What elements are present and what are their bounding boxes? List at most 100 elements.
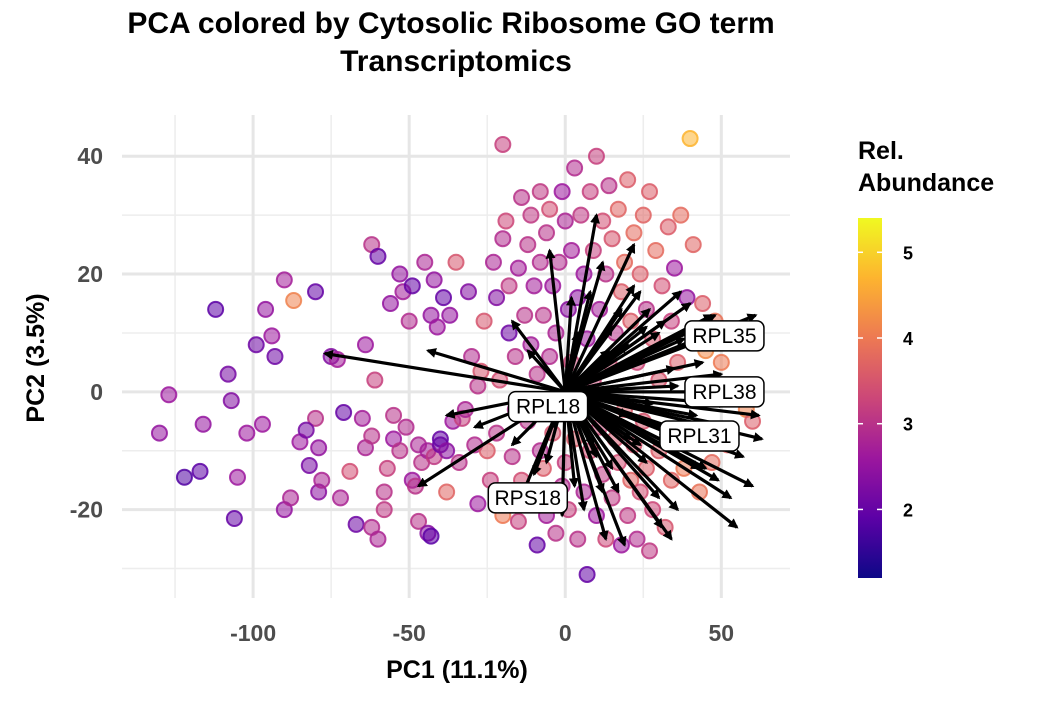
data-point [222, 392, 240, 410]
data-point [441, 306, 459, 324]
data-point [712, 353, 730, 371]
loading-arrow [425, 348, 566, 394]
data-point [391, 265, 409, 283]
chart-subtitle: Transcriptomics [340, 45, 572, 78]
data-point [625, 224, 643, 242]
data-point [266, 348, 284, 365]
data-point [438, 483, 456, 501]
x-tick-label: -50 [393, 620, 426, 646]
data-point [531, 183, 549, 201]
data-point [175, 468, 193, 486]
data-point [341, 462, 359, 480]
data-point [619, 171, 637, 189]
data-point [631, 265, 649, 283]
gene-label-text: RPL38 [692, 381, 756, 404]
data-point [435, 289, 453, 307]
data-point [672, 206, 690, 224]
data-point [619, 507, 637, 525]
y-axis-ticks: -20 0 20 40 [70, 143, 103, 522]
data-point [263, 327, 281, 345]
loading-arrow [563, 295, 576, 392]
loading-arrow [564, 390, 739, 529]
scatter-points [150, 130, 762, 583]
data-point [541, 200, 559, 218]
data-point [528, 536, 546, 554]
data-point [332, 489, 350, 507]
y-tick-label: 20 [77, 261, 103, 287]
data-point [503, 448, 521, 466]
gene-label-box [507, 390, 589, 423]
data-point [459, 283, 477, 301]
data-point [469, 377, 487, 395]
data-point [497, 212, 515, 230]
plot-grid [122, 115, 790, 598]
data-point [297, 421, 315, 439]
data-point [310, 439, 328, 457]
gene-label-box [659, 420, 740, 452]
x-axis-label: PC1 (11.1%) [386, 656, 528, 684]
chart-title: PCA colored by Cytosolic Ribosome GO ter… [127, 7, 774, 40]
data-point [207, 300, 225, 318]
data-point [513, 188, 531, 206]
loading-arrow [564, 390, 733, 500]
data-point [550, 253, 568, 271]
data-point [659, 218, 677, 236]
legend-tick-label: 4 [903, 329, 913, 349]
data-point [391, 442, 409, 460]
data-point [275, 271, 293, 289]
data-point [488, 289, 506, 307]
data-point [403, 277, 421, 295]
data-point [578, 565, 596, 583]
y-tick-label: 40 [77, 143, 103, 169]
loading-arrow [563, 242, 636, 393]
data-point [447, 253, 465, 271]
data-point [425, 271, 443, 289]
legend-title-line2: Abundance [858, 169, 994, 197]
data-point [219, 365, 237, 383]
data-point [385, 406, 403, 424]
data-point [519, 236, 537, 254]
data-point [475, 312, 493, 330]
data-point [694, 294, 712, 312]
data-point [375, 501, 393, 519]
data-point [160, 386, 178, 404]
data-point [538, 224, 556, 242]
data-point [335, 403, 353, 421]
data-point [647, 241, 665, 259]
data-point [494, 230, 512, 248]
data-point [509, 512, 527, 530]
data-point [410, 512, 428, 530]
data-point [313, 471, 331, 489]
data-point [422, 527, 440, 545]
legend-tick-label: 3 [903, 415, 913, 435]
data-point [528, 365, 546, 383]
data-point [282, 489, 300, 507]
loading-arrow [564, 390, 755, 488]
data-point [609, 200, 627, 218]
data-point [191, 462, 209, 480]
y-axis-label: PC2 (3.5%) [22, 293, 50, 422]
data-point [569, 530, 587, 548]
x-tick-label: 0 [559, 620, 572, 646]
data-point [553, 183, 571, 201]
data-point [525, 277, 543, 295]
data-point [484, 253, 502, 271]
data-point [400, 312, 418, 330]
data-point [381, 294, 399, 312]
data-point [534, 306, 552, 324]
loading-arrow [564, 359, 705, 394]
data-point [556, 212, 574, 230]
gene-label-box [684, 376, 765, 408]
legend-tick-label: 2 [903, 500, 913, 520]
x-axis-ticks: -100 -50 0 50 [230, 620, 734, 646]
data-point [469, 495, 487, 513]
gene-labels: RPL35 RPL38 RPL18 RPL31 RPS18 [487, 320, 765, 514]
data-point [257, 300, 275, 318]
data-point [641, 542, 659, 560]
data-point [516, 306, 534, 324]
data-point [416, 253, 434, 271]
data-point [150, 424, 168, 442]
gene-label-text: RPL31 [667, 425, 731, 448]
x-tick-label: 50 [709, 620, 735, 646]
